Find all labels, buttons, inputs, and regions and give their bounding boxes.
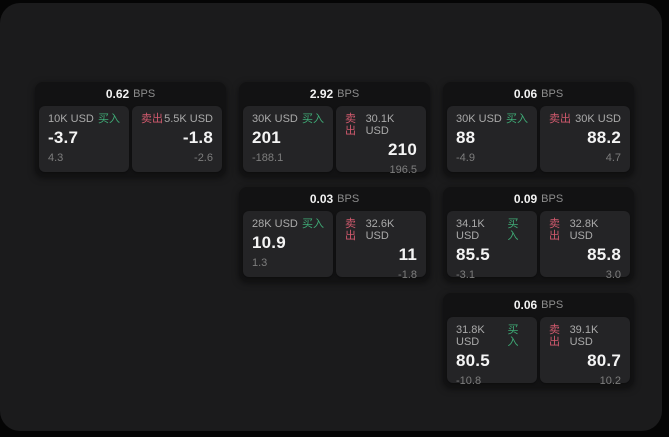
buy-panel[interactable]: 31.8K USD 买入 80.5 -10.8 (447, 317, 537, 387)
bps-header: 0.09 BPS (443, 187, 634, 211)
buy-amount: 28K USD (252, 218, 298, 230)
bps-header: 2.92 BPS (239, 82, 430, 106)
buy-delta: -188.1 (252, 152, 284, 164)
sell-delta: -1.8 (398, 269, 417, 281)
bps-header: 0.06 BPS (443, 293, 634, 317)
quote-card[interactable]: 0.62 BPS 10K USD 买入 -3.7 4.3 卖出 5.5K USD… (35, 82, 226, 176)
sell-tag: 卖出 (549, 324, 560, 348)
buy-delta: -3.1 (456, 269, 475, 281)
sell-delta: -2.6 (194, 152, 213, 164)
sell-tag: 卖出 (345, 218, 356, 242)
bps-unit: BPS (133, 88, 156, 100)
buy-panel[interactable]: 34.1K USD 买入 85.5 -3.1 (447, 211, 537, 281)
sell-panel[interactable]: 卖出 32.6K USD 11 -1.8 (336, 211, 426, 281)
buy-amount: 34.1K USD (456, 218, 485, 242)
quote-card[interactable]: 0.09 BPS 34.1K USD 买入 85.5 -3.1 卖出 32.8K… (443, 187, 634, 281)
buy-price: 85.5 (456, 245, 490, 264)
buy-tag: 买入 (98, 113, 120, 125)
bps-unit: BPS (541, 299, 564, 311)
sell-amount: 30K USD (575, 113, 621, 125)
buy-panel[interactable]: 30K USD 买入 88 -4.9 (447, 106, 537, 172)
buy-delta: -4.9 (456, 152, 475, 164)
bps-header: 0.62 BPS (35, 82, 226, 106)
sell-tag: 卖出 (549, 218, 560, 242)
bps-unit: BPS (541, 193, 564, 205)
bps-header: 0.03 BPS (239, 187, 430, 211)
buy-price: 88 (456, 128, 476, 147)
bps-unit: BPS (541, 88, 564, 100)
bps-value: 0.06 (513, 87, 538, 101)
sell-tag: 卖出 (141, 113, 163, 125)
buy-amount: 31.8K USD (456, 324, 485, 348)
sell-panel[interactable]: 卖出 30.1K USD 210 196.5 (336, 106, 426, 176)
buy-panel[interactable]: 30K USD 买入 201 -188.1 (243, 106, 333, 172)
quote-card[interactable]: 0.06 BPS 30K USD 买入 88 -4.9 卖出 30K USD 8… (443, 82, 634, 176)
quote-card[interactable]: 0.06 BPS 31.8K USD 买入 80.5 -10.8 卖出 39.1… (443, 293, 634, 387)
buy-panel[interactable]: 28K USD 买入 10.9 1.3 (243, 211, 333, 277)
buy-price: -3.7 (48, 128, 79, 147)
sell-price: 85.8 (587, 245, 621, 264)
sell-delta: 3.0 (605, 269, 621, 281)
buy-delta: 4.3 (48, 152, 64, 164)
bps-value: 0.06 (513, 298, 538, 312)
quote-card[interactable]: 2.92 BPS 30K USD 买入 201 -188.1 卖出 30.1K … (239, 82, 430, 176)
buy-price: 201 (252, 128, 281, 147)
buy-panel[interactable]: 10K USD 买入 -3.7 4.3 (39, 106, 129, 172)
sell-panel[interactable]: 卖出 5.5K USD -1.8 -2.6 (132, 106, 222, 172)
bps-value: 0.62 (105, 87, 130, 101)
sell-amount: 32.8K USD (569, 218, 599, 242)
buy-tag: 买入 (507, 324, 519, 348)
buy-tag: 买入 (506, 113, 528, 125)
sell-tag: 卖出 (549, 113, 571, 125)
sell-price: -1.8 (182, 128, 213, 147)
bps-unit: BPS (337, 88, 360, 100)
bps-unit: BPS (337, 193, 360, 205)
buy-tag: 买入 (507, 218, 519, 242)
sell-price: 88.2 (587, 128, 621, 147)
main-panel: 0.62 BPS 10K USD 买入 -3.7 4.3 卖出 5.5K USD… (0, 3, 662, 431)
buy-price: 80.5 (456, 351, 490, 370)
bps-value: 0.09 (513, 192, 538, 206)
buy-delta: 1.3 (252, 257, 268, 269)
buy-tag: 买入 (302, 218, 324, 230)
sell-amount: 5.5K USD (164, 113, 213, 125)
sell-amount: 30.1K USD (365, 113, 395, 137)
sell-price: 80.7 (587, 351, 621, 370)
bps-header: 0.06 BPS (443, 82, 634, 106)
buy-amount: 30K USD (252, 113, 298, 125)
sell-delta: 4.7 (605, 152, 621, 164)
sell-amount: 32.6K USD (365, 218, 395, 242)
bps-value: 2.92 (309, 87, 334, 101)
sell-panel[interactable]: 卖出 30K USD 88.2 4.7 (540, 106, 630, 172)
sell-panel[interactable]: 卖出 32.8K USD 85.8 3.0 (540, 211, 630, 281)
sell-price: 210 (388, 140, 417, 159)
buy-amount: 30K USD (456, 113, 502, 125)
buy-tag: 买入 (302, 113, 324, 125)
quote-card[interactable]: 0.03 BPS 28K USD 买入 10.9 1.3 卖出 32.6K US… (239, 187, 430, 281)
sell-delta: 10.2 (599, 375, 621, 387)
bps-value: 0.03 (309, 192, 334, 206)
sell-price: 11 (398, 245, 417, 264)
sell-tag: 卖出 (345, 113, 356, 137)
sell-delta: 196.5 (389, 164, 417, 176)
buy-delta: -10.8 (456, 375, 482, 387)
buy-price: 10.9 (252, 233, 286, 252)
sell-panel[interactable]: 卖出 39.1K USD 80.7 10.2 (540, 317, 630, 387)
buy-amount: 10K USD (48, 113, 94, 125)
sell-amount: 39.1K USD (569, 324, 599, 348)
